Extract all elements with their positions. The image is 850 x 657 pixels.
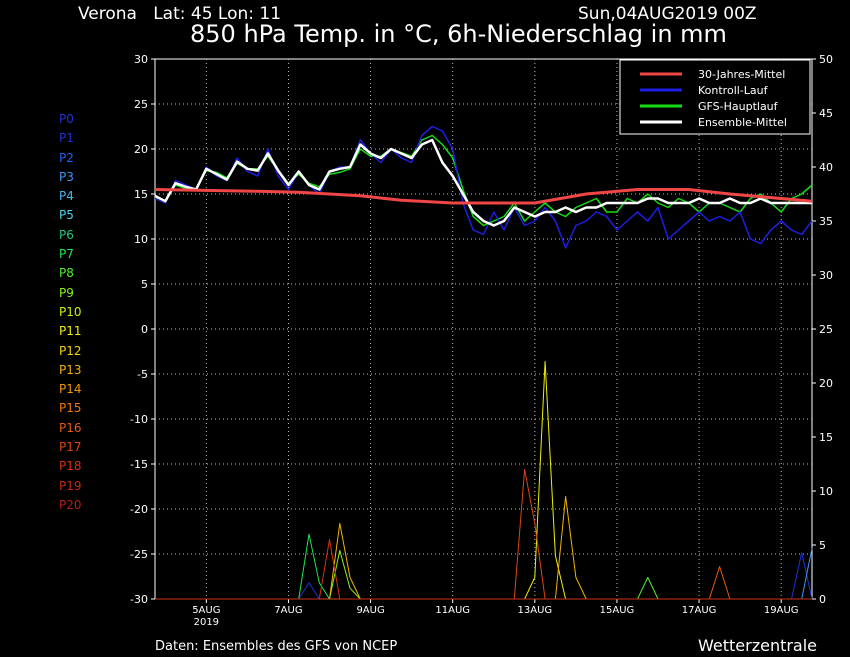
member-label-p3: P3	[59, 169, 74, 184]
precip-line-p9	[155, 549, 812, 600]
member-label-p16: P16	[59, 420, 82, 435]
x-tick-label: 9AUG	[356, 605, 384, 616]
x-tick-label: 15AUG	[600, 605, 635, 616]
y-left-tick-label: 20	[134, 143, 148, 156]
member-label-p4: P4	[59, 189, 74, 204]
x-tick-label: 7AUG	[274, 605, 302, 616]
y-right-tick-label: 5	[819, 539, 826, 552]
member-label-p11: P11	[59, 324, 82, 339]
y-left-tick-label: -25	[130, 548, 148, 561]
y-left-tick-label: -20	[130, 503, 148, 516]
y-left-tick-label: -5	[137, 368, 148, 381]
member-label-p19: P19	[59, 478, 82, 493]
y-left-tick-label: -10	[130, 413, 148, 426]
x-tick-year: 2019	[194, 617, 219, 628]
y-right-tick-label: 20	[819, 377, 833, 390]
precip-line-p8	[155, 576, 812, 600]
y-right-tick-label: 0	[819, 593, 826, 606]
location-label: Verona Lat: 45 Lon: 11	[78, 4, 282, 24]
member-label-p2: P2	[59, 150, 74, 165]
precip-line-p3	[155, 548, 813, 600]
precip-line-p17	[155, 468, 812, 600]
member-label-p10: P10	[59, 304, 82, 319]
y-left-tick-label: 10	[134, 233, 148, 246]
member-label-p5: P5	[59, 208, 74, 223]
member-label-p13: P13	[59, 362, 82, 377]
y-left-tick-label: -15	[130, 458, 148, 471]
y-right-tick-label: 30	[819, 269, 833, 282]
y-right-tick-label: 10	[819, 485, 833, 498]
precip-line-p13	[155, 495, 812, 600]
legend-label: 30-Jahres-Mittel	[698, 68, 785, 81]
precip-line-p11	[155, 360, 812, 600]
brand-label: Wetterzentrale	[698, 636, 818, 655]
member-label-p15: P15	[59, 401, 82, 416]
ensemble-mean-line	[154, 138, 812, 227]
chart-title: 850 hPa Temp. in °C, 6h-Niederschlag in …	[190, 20, 727, 48]
y-left-tick-label: 0	[141, 323, 148, 336]
member-list: P0 P1 P2 P3 P4 P5 P6 P7 P8 P9 P10 P11 P12 P13 P14 P15 P1…	[59, 110, 119, 515]
member-label-p20: P20	[59, 497, 82, 512]
legend-label: GFS-Hauptlauf	[698, 100, 779, 113]
member-label-p7: P7	[59, 247, 74, 262]
data-source: Daten: Ensembles des GFS von NCEP	[155, 639, 398, 654]
x-tick-label: 13AUG	[518, 605, 553, 616]
y-right-tick-label: 25	[819, 323, 833, 336]
y-right-tick-label: 15	[819, 431, 833, 444]
control-run-line	[154, 125, 813, 249]
member-label-p14: P14	[59, 382, 82, 397]
y-right-tick-label: 50	[819, 53, 833, 66]
precip-line-p18	[155, 539, 812, 600]
y-left-tick-label: 30	[134, 53, 148, 66]
member-label-p1: P1	[59, 131, 74, 146]
precip-line-p7	[155, 533, 812, 600]
member-label-p0: P0	[59, 112, 74, 126]
member-label-p18: P18	[59, 459, 82, 474]
member-label-p17: P17	[59, 440, 82, 455]
x-tick-label: 17AUG	[682, 605, 717, 616]
y-left-tick-label: 5	[141, 278, 148, 291]
y-left-tick-label: -30	[130, 593, 148, 606]
member-label-p8: P8	[59, 266, 74, 281]
y-left-tick-label: 25	[134, 98, 148, 111]
precip-line-p1	[155, 552, 813, 600]
x-tick-label: 11AUG	[435, 605, 470, 616]
legend-label: Ensemble-Mittel	[698, 116, 787, 129]
member-label-p12: P12	[59, 343, 82, 358]
x-tick-label: 19AUG	[764, 605, 799, 616]
y-left-tick-label: 15	[134, 188, 148, 201]
legend-label: Kontroll-Lauf	[698, 84, 769, 97]
x-tick-label: 5AUG	[192, 605, 220, 616]
member-label-p6: P6	[59, 227, 74, 242]
run-date: Sun,04AUG2019 00Z	[578, 4, 757, 24]
member-label-p9: P9	[59, 285, 74, 300]
climatology-line	[154, 188, 813, 205]
y-right-tick-label: 40	[819, 161, 833, 174]
precip-line-p16	[155, 566, 812, 600]
y-right-tick-label: 45	[819, 107, 833, 120]
y-right-tick-label: 35	[819, 215, 833, 228]
